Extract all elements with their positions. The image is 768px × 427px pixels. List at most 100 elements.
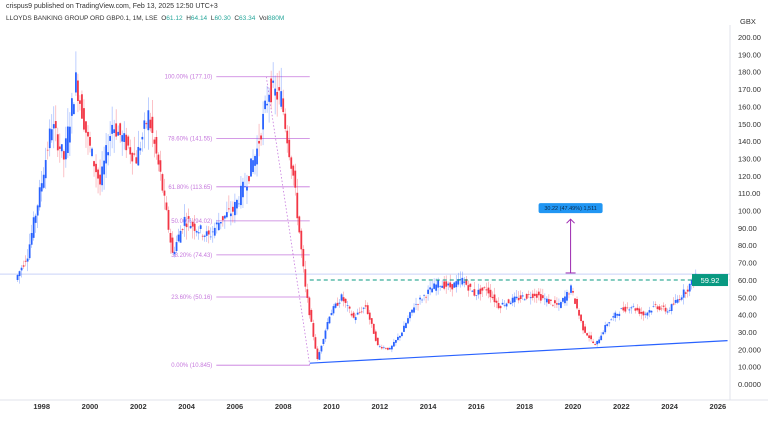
candle-body [62,151,65,160]
y-tick-label: 200.00 [738,33,761,42]
candle [129,139,132,164]
candle-body [169,232,172,243]
candle [525,293,528,301]
candle-body [129,147,132,155]
candle [471,289,474,293]
candle-body [284,113,287,129]
candle [139,141,142,155]
candle [260,132,262,146]
measure-label: 30.22 (47.49%) 1,511 [544,206,597,212]
candle [328,316,331,325]
candle-body [445,281,448,287]
candle-body [46,149,49,151]
candle-body [471,290,474,292]
candle [87,125,89,155]
candle-body [499,306,502,309]
candle-body [91,148,93,157]
candle-body [26,258,29,262]
candle-body [236,199,238,209]
candle-body [334,303,337,308]
candle-body [650,310,653,313]
candle [223,215,226,229]
candle-body [447,283,450,286]
candle-body [511,297,514,303]
candle [127,134,130,149]
candle-body [179,230,182,243]
candle-body [417,304,419,305]
candle [421,298,423,303]
candle [77,73,79,113]
candle-body [85,121,87,133]
candle [467,280,470,297]
candle [570,283,572,295]
candle-body [493,294,496,303]
candle [205,225,208,242]
candle [433,278,436,290]
candle [296,178,299,226]
candle [656,304,659,313]
candle-body [205,231,208,236]
candle [250,158,252,177]
candle-body [437,279,440,288]
candle [682,284,685,305]
candle-body [64,138,67,160]
candle [521,292,524,301]
candle-body [459,279,462,280]
candle [258,123,260,157]
candle-body [672,303,675,305]
candle [558,298,560,311]
candle [568,291,570,299]
candle [111,106,114,149]
candle-body [364,305,367,307]
candle [616,313,619,319]
candle-body [560,302,562,308]
close-label: C [234,15,240,22]
candle [473,282,476,297]
candle-body [231,206,234,212]
candle [364,300,367,310]
candle [34,213,37,233]
candle [519,290,522,303]
candle-body [60,144,63,152]
candle-body [18,271,21,277]
candle [70,92,73,134]
candle-body [521,295,524,297]
candle [262,101,264,146]
candle-body [421,299,423,301]
candle-body [56,134,59,151]
candle [344,298,347,308]
candle [290,155,293,179]
candle-body [117,131,120,136]
candle-body [234,201,236,216]
candle [93,160,95,177]
candle [240,175,242,209]
candle [401,331,403,338]
candle [356,308,359,316]
candle-body [32,217,35,238]
candle-body [610,319,613,321]
candle-body [338,302,341,304]
candle-body [461,277,464,285]
candle [427,285,429,301]
candle-body [342,297,345,302]
candle-body [435,284,438,291]
candle-body [407,318,409,324]
candle [117,125,120,136]
candle [54,105,57,142]
candle [626,302,629,310]
candle-body [302,249,305,267]
candle [431,280,434,293]
candle [334,302,337,309]
candle [50,114,53,143]
candle [227,195,230,213]
volume-label: Vol [258,15,268,22]
candle [101,151,103,192]
candle [89,131,91,153]
candle-body [147,110,150,131]
candle-body [588,335,590,338]
candle-body [527,294,530,295]
candle-body [28,244,31,259]
candle-body [125,134,128,151]
